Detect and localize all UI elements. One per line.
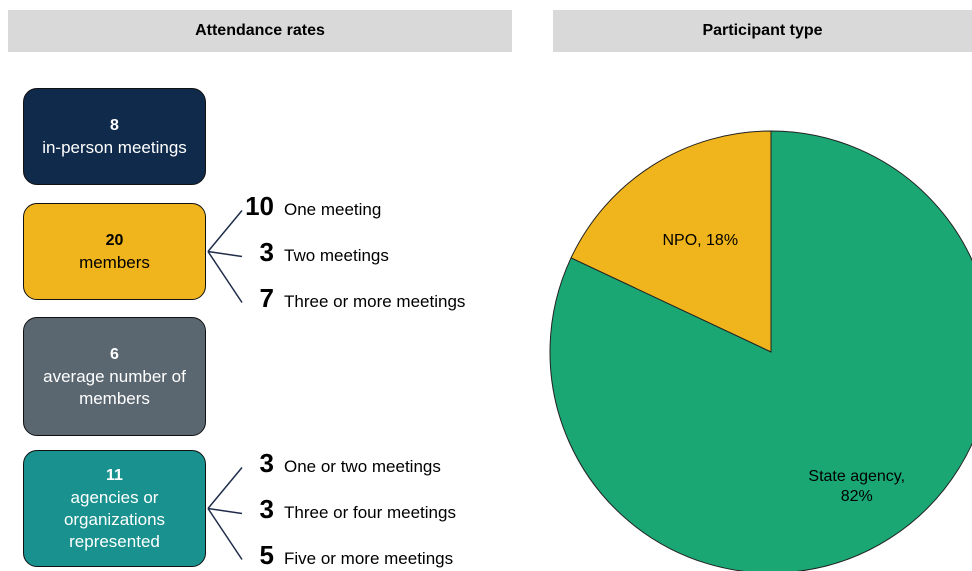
pie-slice	[570, 130, 772, 353]
breakdown-label: One meeting	[284, 199, 382, 219]
pie-chart	[549, 130, 972, 571]
stat-label: average number of members	[43, 366, 186, 408]
breakdown-value: 3	[259, 447, 274, 478]
stat-box: 11 agencies or organizations represented	[23, 450, 206, 567]
breakdown-label: Three or more meetings	[284, 291, 466, 311]
connector	[207, 210, 243, 252]
breakdown-value: 3	[259, 236, 274, 267]
stat-value: 6	[110, 345, 119, 363]
data-label: NPO, 18%	[662, 231, 739, 249]
stat-value: 8	[110, 116, 119, 134]
connectors	[207, 210, 243, 560]
connector	[207, 467, 243, 509]
breakdown-value: 7	[259, 282, 274, 313]
connector	[207, 508, 243, 560]
breakdown-item: 7 Three or more meetings	[238, 282, 466, 314]
stat-label: agencies or organizations represented	[63, 487, 166, 551]
connector	[207, 507, 243, 515]
stat-box: 20 members	[23, 203, 206, 300]
stat-label: in-person meetings	[42, 137, 187, 157]
connector	[207, 251, 243, 303]
breakdown-label: One or two meetings	[284, 456, 441, 476]
stat-label: members	[79, 252, 150, 272]
stat-box: 6 average number of members	[23, 317, 206, 436]
chart-title: Participant type	[553, 10, 972, 52]
data-label: State agency, 82%	[808, 468, 906, 506]
stat-value: 20	[105, 231, 124, 249]
breakdown-value: 5	[259, 539, 274, 570]
breakdown-label: Three or four meetings	[284, 502, 456, 522]
breakdown-label: Five or more meetings	[284, 548, 454, 568]
breakdown-label: Two meetings	[284, 245, 389, 265]
stat-box: 8 in-person meetings	[23, 88, 206, 185]
breakdown-value: 10	[245, 190, 274, 221]
connector	[207, 250, 243, 258]
pie-slice	[549, 130, 972, 571]
breakdown-item: 3 Three or four meetings	[238, 494, 456, 525]
breakdown-item: 5 Five or more meetings	[238, 539, 454, 571]
stat-value: 11	[106, 466, 123, 484]
breakdown-item: 3 Two meetings	[238, 237, 389, 268]
section-title: Attendance rates	[8, 10, 512, 52]
breakdown-item: 3 One or two meetings	[238, 448, 441, 479]
breakdown-value: 3	[259, 493, 274, 524]
breakdown-item: 10 One meeting	[238, 191, 381, 222]
